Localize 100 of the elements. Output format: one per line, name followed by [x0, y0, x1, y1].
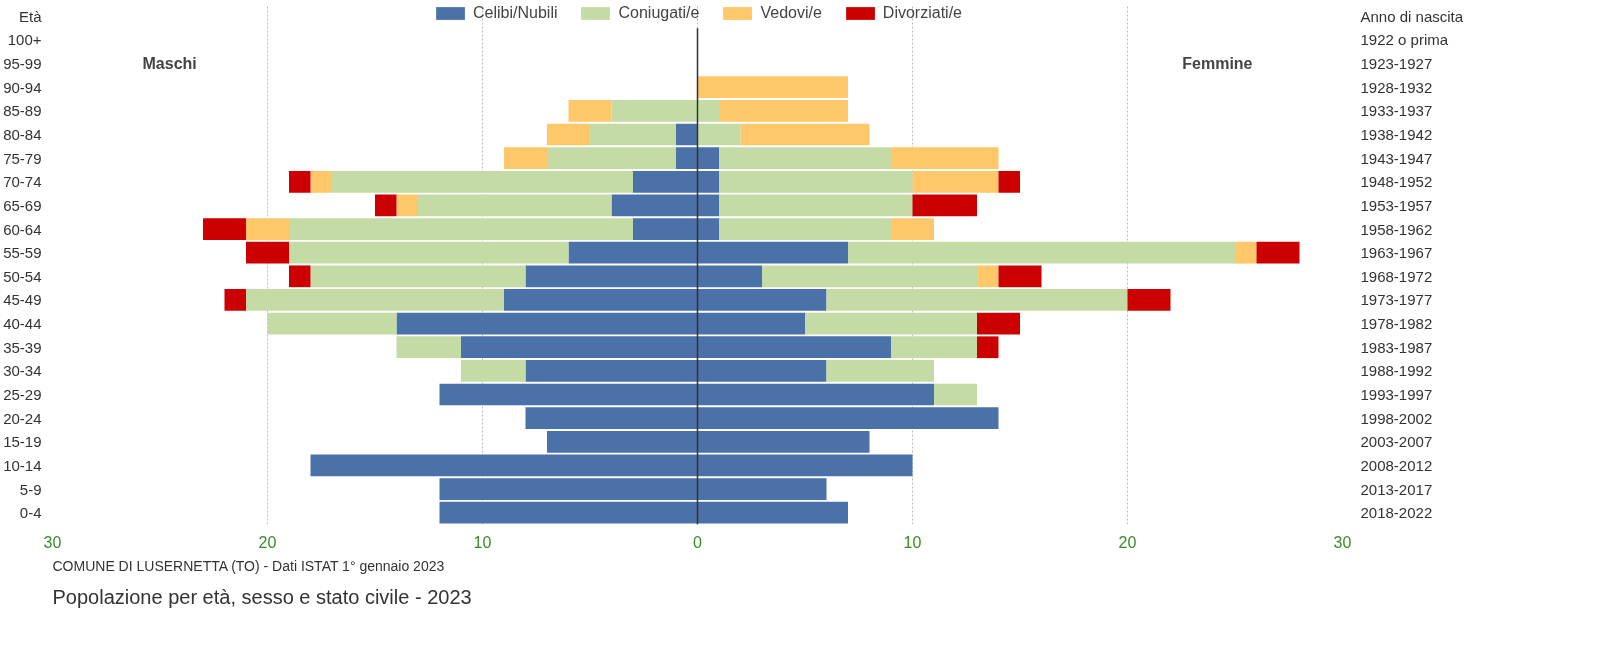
x-tick-label: 10: [903, 533, 922, 551]
bar: [310, 170, 332, 193]
bar: [719, 218, 891, 240]
bar: [1235, 241, 1257, 264]
legend-label: Vedovi/e: [760, 4, 822, 22]
x-tick-label: 30: [43, 533, 62, 551]
y-tick-label: 5-9: [19, 480, 42, 498]
bar: [590, 123, 676, 146]
bar: [891, 218, 934, 240]
bar: [289, 218, 633, 240]
y-tick-label: 75-79: [3, 149, 42, 167]
bar: [547, 147, 676, 170]
y2-tick-label: 1983-1987: [1360, 338, 1433, 356]
y-tick-label: 30-34: [3, 362, 42, 380]
x-tick-label: 0: [693, 533, 703, 551]
bar: [568, 99, 612, 122]
y-tick-label: 100+: [7, 31, 42, 49]
bar: [697, 76, 848, 99]
bar: [697, 123, 741, 146]
bar: [396, 194, 418, 217]
y2-tick-label: 1988-1992: [1360, 362, 1433, 380]
bar: [418, 194, 612, 217]
bar: [547, 123, 590, 146]
bar: [719, 170, 913, 193]
y-tick-label: 45-49: [3, 291, 42, 309]
y2-tick-label: 1998-2002: [1360, 409, 1433, 427]
y-tick-label: 15-19: [3, 433, 42, 451]
y-tick-label: 35-39: [3, 338, 42, 356]
y2-tick-label: 1938-1942: [1360, 126, 1433, 143]
y2-tick-label: 2013-2017: [1360, 480, 1433, 498]
y-tick-label: 0-4: [19, 504, 42, 522]
y2-tick-label: 1968-1972: [1360, 267, 1433, 285]
x-tick-label: 20: [1118, 533, 1137, 551]
y-tick-label: 55-59: [3, 244, 42, 262]
bar: [289, 170, 311, 193]
bar: [826, 289, 1128, 311]
bar: [805, 312, 977, 335]
bar: [246, 218, 289, 240]
bar: [375, 194, 397, 217]
y-tick-label: 40-44: [3, 315, 42, 333]
y-tick-label: 90-94: [3, 78, 42, 96]
bar: [246, 289, 504, 311]
bar: [224, 289, 246, 311]
bar: [246, 241, 289, 264]
y2-tick-label: 1933-1937: [1360, 102, 1433, 120]
y-axis-title: Età: [18, 7, 43, 25]
x-tick-label: 10: [473, 533, 492, 551]
y2-tick-label: 1973-1977: [1360, 291, 1433, 309]
bar: [332, 170, 633, 193]
y-tick-label: 80-84: [3, 126, 42, 143]
bar: [396, 336, 461, 359]
y2-tick-label: 2003-2007: [1360, 433, 1433, 451]
y-tick-label: 60-64: [3, 220, 42, 238]
y2-tick-label: 1978-1982: [1360, 315, 1433, 333]
bar: [461, 359, 526, 382]
bar: [826, 359, 934, 382]
y2-axis-title: Anno di nascita: [1360, 7, 1464, 25]
bar: [719, 194, 913, 217]
y-tick-label: 50-54: [3, 267, 42, 285]
x-tick-label: 30: [1333, 533, 1352, 551]
y2-tick-label: 1923-1927: [1360, 55, 1433, 73]
y2-tick-label: 1922 o prima: [1360, 31, 1449, 49]
legend-label: Coniugati/e: [618, 4, 700, 22]
bar: [977, 336, 999, 359]
bar: [1127, 289, 1171, 311]
y2-tick-label: 1928-1932: [1360, 78, 1433, 96]
bar: [934, 383, 977, 406]
bar: [740, 123, 870, 146]
bar: [267, 312, 397, 335]
y2-tick-label: 1963-1967: [1360, 244, 1433, 262]
bar: [719, 99, 848, 122]
y2-tick-label: 2008-2012: [1360, 456, 1433, 474]
bar: [203, 218, 246, 240]
y2-tick-label: 1948-1952: [1360, 173, 1433, 191]
y-tick-label: 65-69: [3, 196, 42, 214]
y2-tick-label: 1943-1947: [1360, 149, 1433, 167]
y-tick-label: 20-24: [3, 409, 42, 427]
bar: [891, 147, 999, 170]
legend-label: Divorziati/e: [882, 4, 962, 22]
annotation: Femmine: [1182, 55, 1253, 73]
legend-label: Celibi/Nubili: [473, 4, 558, 22]
bar: [891, 336, 977, 359]
bar: [289, 265, 311, 288]
bar: [998, 265, 1042, 288]
y-tick-label: 25-29: [3, 386, 42, 403]
y2-tick-label: 1953-1957: [1360, 196, 1433, 214]
text: COMUNE DI LUSERNETTA (TO) - Dati ISTAT 1° gennaio 2023: [52, 557, 445, 574]
bar: [719, 147, 891, 170]
y2-tick-label: 1958-1962: [1360, 220, 1433, 238]
bar: [504, 147, 547, 170]
bar: [977, 312, 1020, 335]
bar: [912, 194, 977, 217]
y-tick-label: 10-14: [3, 456, 42, 474]
bar: [676, 123, 698, 146]
text: Popolazione per età, sesso e stato civile - 2023: [52, 585, 472, 608]
y2-tick-label: 1993-1997: [1360, 386, 1433, 403]
y-tick-label: 70-74: [3, 173, 42, 191]
y-tick-label: 95-99: [3, 55, 42, 73]
bar: [1256, 241, 1300, 264]
bar: [977, 265, 999, 288]
